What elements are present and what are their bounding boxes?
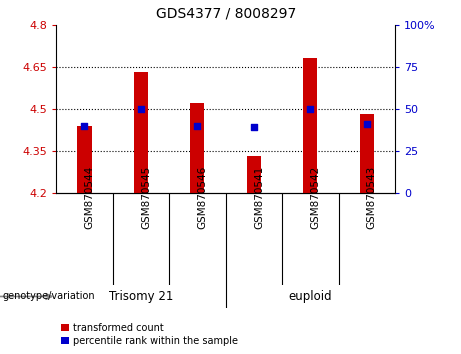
Bar [77,126,92,193]
Bar [190,103,205,193]
Point [307,106,314,112]
Bar [247,156,261,193]
Text: GSM870546: GSM870546 [197,166,207,229]
Text: euploid: euploid [289,290,332,303]
Text: GSM870544: GSM870544 [84,166,95,229]
Title: GDS4377 / 8008297: GDS4377 / 8008297 [155,7,296,21]
Point [81,123,88,129]
Text: GSM870543: GSM870543 [367,166,377,229]
Legend: transformed count, percentile rank within the sample: transformed count, percentile rank withi… [61,323,238,346]
Text: GSM870545: GSM870545 [141,166,151,229]
Point [194,123,201,129]
Bar [360,114,374,193]
Text: genotype/variation: genotype/variation [2,291,95,302]
Point [363,121,371,127]
Text: Trisomy 21: Trisomy 21 [109,290,173,303]
Bar [303,58,318,193]
Bar [134,73,148,193]
Point [137,106,145,112]
Point [250,124,258,130]
Text: GSM870541: GSM870541 [254,166,264,229]
Text: GSM870542: GSM870542 [310,166,320,229]
